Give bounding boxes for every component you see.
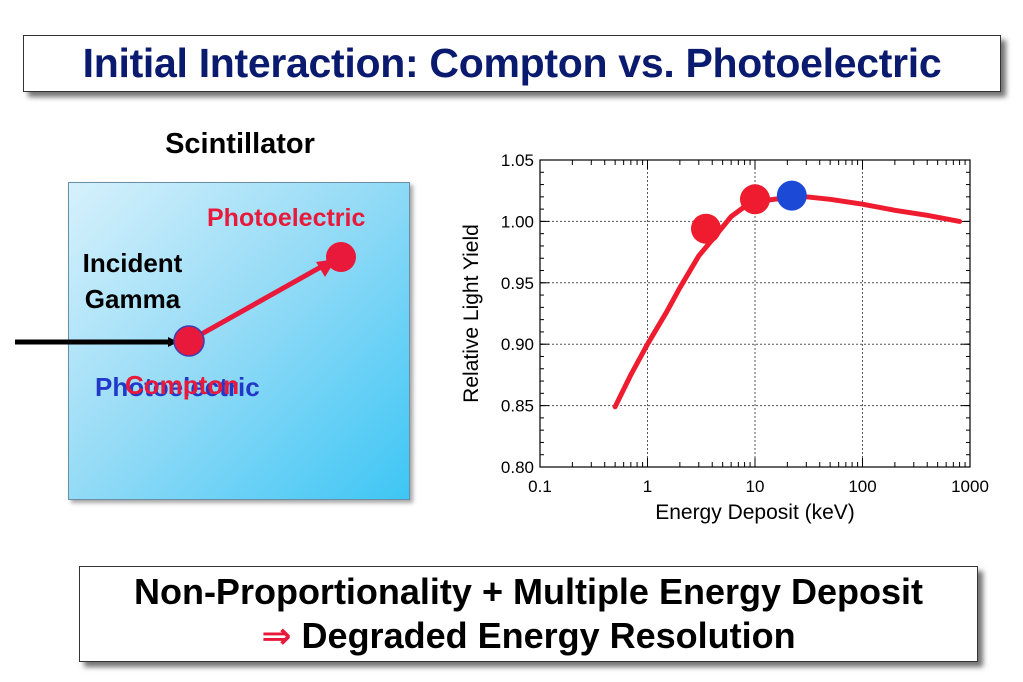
- page-title: Initial Interaction: Compton vs. Photoel…: [82, 40, 942, 86]
- y-tick-label: 0.90: [501, 335, 534, 354]
- chart-markers: [690, 180, 807, 244]
- conclusion-box: Non-Proportionality + Multiple Energy De…: [79, 566, 978, 662]
- title-box: Initial Interaction: Compton vs. Photoel…: [23, 35, 1001, 92]
- chart-ticks: [539, 159, 971, 468]
- light-yield-curve: [612, 194, 963, 410]
- light-yield-chart: 0.1 1 10 100 1000 0.80 0.85 0.90 0.95 1.00 1.05 E…: [460, 151, 989, 524]
- y-tick-label: 1.00: [501, 212, 534, 231]
- conclusion-line1: Non-Proportionality + Multiple Energy De…: [133, 571, 924, 612]
- x-tick-label: 100: [848, 477, 876, 496]
- incident-label-line2: Gamma: [84, 284, 181, 314]
- y-tick-label: 0.95: [501, 274, 534, 293]
- data-marker: [776, 180, 807, 211]
- interaction-diagram: [15, 242, 356, 357]
- data-marker: [690, 213, 721, 244]
- x-tick-labels: 0.1 1 10 100 1000: [528, 477, 989, 496]
- implies-arrow-icon: ⇒: [261, 615, 292, 656]
- compton-label: Compton: [125, 370, 240, 400]
- scattered-gamma-line: [187, 260, 330, 344]
- x-tick-label: 1000: [951, 477, 989, 496]
- conclusion-line2-text: Degraded Energy Resolution: [301, 615, 796, 656]
- compton-interaction-point: [173, 325, 205, 357]
- data-marker: [740, 184, 770, 215]
- y-tick-label: 0.80: [501, 458, 534, 477]
- y-axis-label: Relative Light Yield: [460, 224, 483, 403]
- y-tick-label: 1.05: [501, 151, 534, 170]
- y-tick-labels: 0.80 0.85 0.90 0.95 1.00 1.05: [501, 151, 534, 477]
- x-tick-label: 1: [643, 477, 652, 496]
- conclusion-line2: ⇒ Degraded Energy Resolution: [80, 614, 977, 658]
- incident-gamma-label: Incident Gamma: [60, 245, 205, 317]
- x-tick-label: 0.1: [528, 477, 552, 496]
- x-axis-label: Energy Deposit (keV): [655, 501, 855, 524]
- photoelectric-interaction-point: [326, 242, 356, 272]
- x-tick-label: 10: [746, 477, 765, 496]
- incident-label-line1: Incident: [82, 248, 183, 278]
- photoelectric-label-bottom: Photoelectric: [95, 372, 260, 402]
- scintillator-heading: Scintillator: [165, 128, 315, 160]
- photoelectric-label-top: Photoelectric: [207, 204, 366, 232]
- y-tick-label: 0.85: [501, 397, 534, 416]
